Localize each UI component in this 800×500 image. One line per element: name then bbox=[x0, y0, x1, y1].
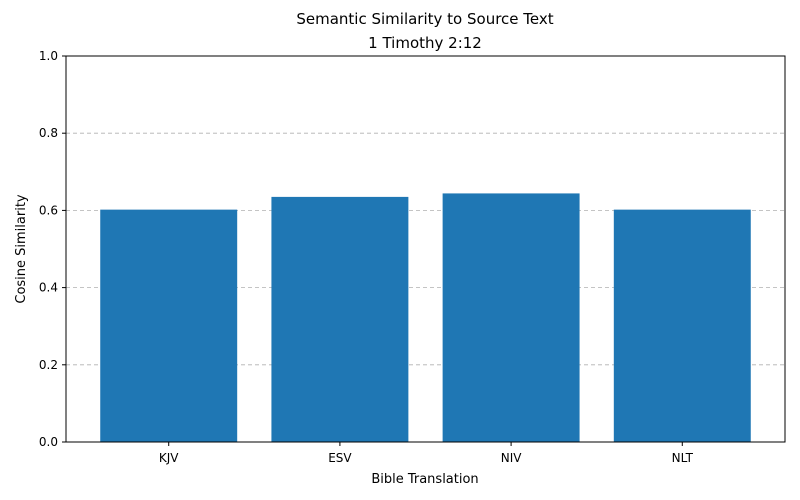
y-axis-ticks: 0.0 0.2 0.4 0.6 0.8 1.0 bbox=[39, 49, 66, 449]
bar-esv bbox=[271, 196, 409, 442]
chart-subtitle: 1 Timothy 2:12 bbox=[368, 34, 482, 52]
y-tick-label: 0.6 bbox=[39, 203, 58, 217]
y-axis-label: Cosine Similarity bbox=[14, 194, 29, 304]
bar-nlt bbox=[613, 209, 751, 442]
x-tick-label-niv: NIV bbox=[501, 451, 523, 465]
x-tick-label-kjv: KJV bbox=[159, 451, 179, 465]
chart-title: Semantic Similarity to Source Text bbox=[296, 10, 553, 28]
bars bbox=[100, 193, 751, 442]
y-tick-label: 0.8 bbox=[39, 126, 58, 140]
y-tick-label: 0.0 bbox=[39, 435, 58, 449]
x-tick-label-nlt: NLT bbox=[672, 451, 694, 465]
y-tick-label: 0.4 bbox=[39, 281, 58, 295]
bar-niv bbox=[442, 193, 580, 442]
x-tick-label-esv: ESV bbox=[328, 451, 352, 465]
x-axis-label: Bible Translation bbox=[371, 472, 478, 487]
bar-kjv bbox=[100, 209, 238, 442]
x-axis-ticks: KJV ESV NIV NLT bbox=[159, 442, 694, 465]
plot-frame bbox=[65, 55, 786, 443]
y-tick-label: 1.0 bbox=[39, 49, 58, 63]
y-tick-label: 0.2 bbox=[39, 358, 58, 372]
